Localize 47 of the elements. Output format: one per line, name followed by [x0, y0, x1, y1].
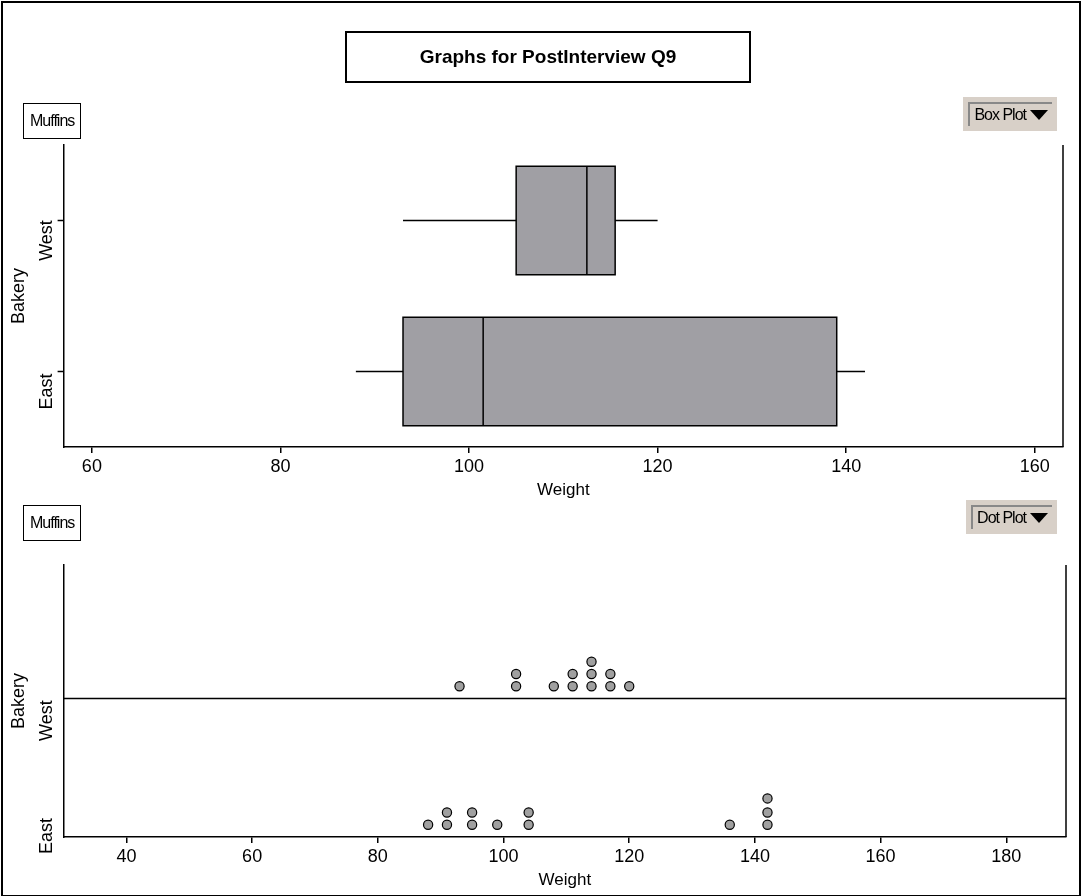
point [586, 681, 597, 692]
point [441, 819, 453, 830]
chart-title: Graphs for PostInterview Q9 [345, 31, 751, 83]
point [586, 668, 597, 680]
x-tick-label: 40 [116, 845, 137, 866]
x-tick-label: 100 [488, 845, 519, 866]
text: Muffins [23, 505, 82, 541]
text: Dot Plot [977, 509, 1026, 527]
x-tick-label: 140 [739, 845, 770, 866]
point [466, 819, 478, 830]
point [762, 807, 773, 818]
x-tick-label: 100 [453, 455, 485, 476]
x-tick-label: 80 [270, 455, 291, 476]
x-axis-title: Weight [537, 480, 590, 500]
point [422, 819, 434, 830]
text: Muffins [23, 103, 82, 139]
point [762, 793, 773, 804]
point [605, 681, 616, 692]
point [510, 681, 522, 692]
point [624, 681, 635, 692]
x-tick-label: 80 [367, 845, 388, 866]
y-axis-title: Bakery [7, 267, 28, 325]
text: Box Plot [974, 106, 1026, 124]
point [466, 807, 478, 818]
point [523, 819, 534, 830]
x-tick-label: 180 [991, 845, 1022, 866]
x-tick-label: 120 [642, 455, 673, 476]
point [510, 668, 522, 680]
point [523, 807, 534, 818]
x-tick-label: 60 [81, 455, 102, 476]
x-tick-label: 160 [865, 845, 896, 866]
point [605, 668, 616, 680]
point [586, 656, 597, 667]
point [567, 668, 578, 680]
point [567, 681, 578, 692]
point [492, 819, 503, 830]
point [724, 819, 735, 830]
x-tick-label: 140 [831, 455, 862, 476]
point [454, 681, 465, 692]
x-tick-label: 120 [614, 845, 645, 866]
x-tick-label: 160 [1019, 455, 1050, 476]
point [441, 807, 453, 818]
x-tick-label: 60 [242, 845, 263, 866]
y-axis-title: Bakery [7, 672, 28, 730]
point [548, 681, 559, 692]
point [762, 819, 773, 830]
x-axis-title: Weight [538, 870, 592, 890]
